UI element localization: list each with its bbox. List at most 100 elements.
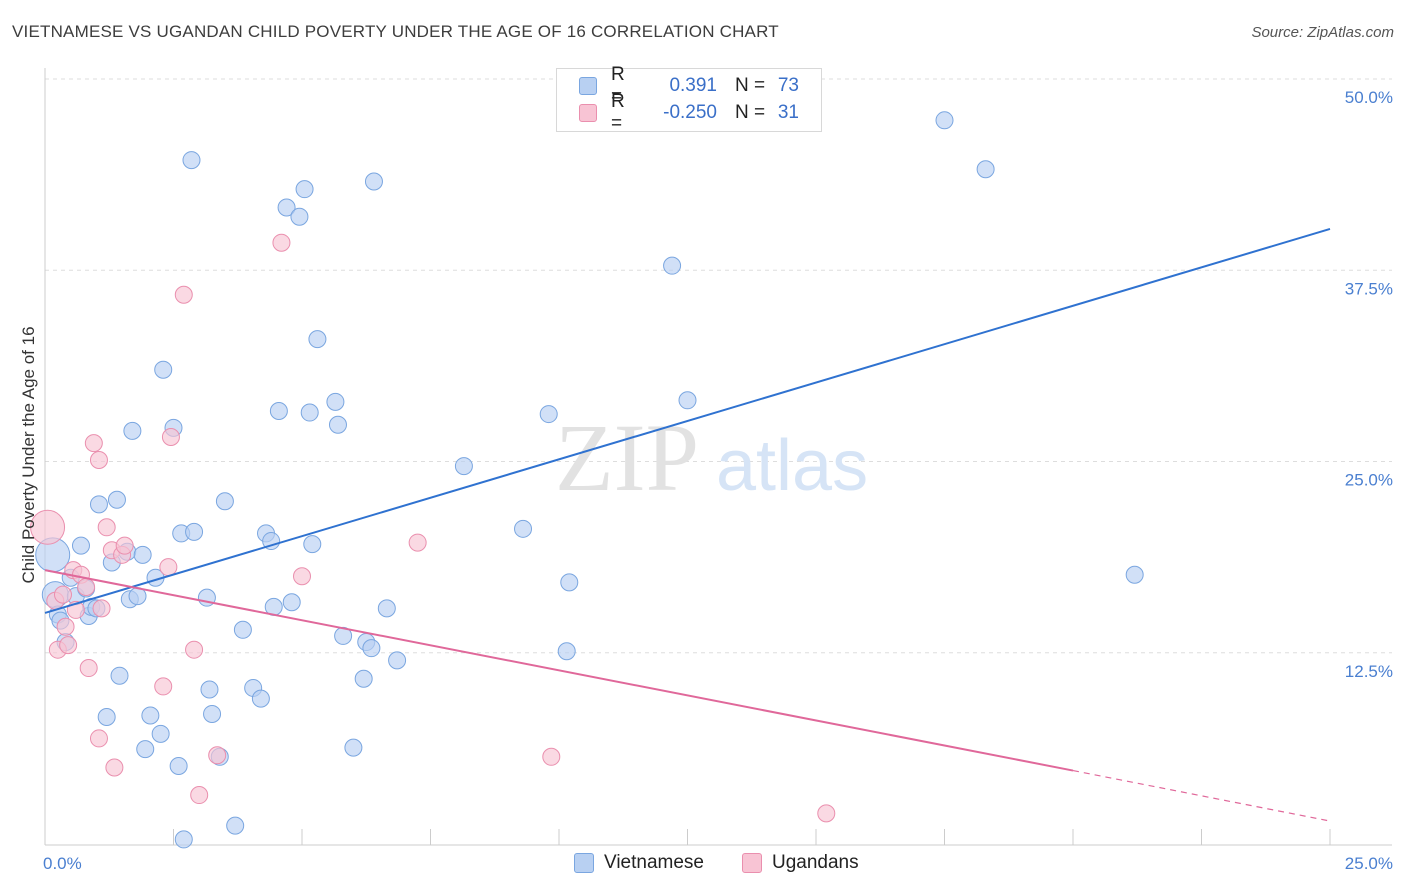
legend-n-label: N = bbox=[735, 102, 766, 123]
point-ugandans bbox=[190, 786, 209, 805]
legend-n-value: 31 bbox=[777, 102, 799, 123]
point-vietnamese bbox=[110, 666, 129, 685]
legend-row-vietnamese: R = 0.391 N = 73 bbox=[579, 64, 799, 107]
point-vietnamese bbox=[251, 689, 270, 708]
y-axis-label: Child Poverty Under the Age of 16 bbox=[19, 326, 38, 583]
legend-r-label: R = bbox=[611, 64, 625, 107]
point-vietnamese bbox=[663, 256, 682, 275]
trend-lines bbox=[44, 227, 1331, 822]
point-ugandans bbox=[79, 659, 98, 678]
legend-row-ugandans: R = -0.250 N = 31 bbox=[579, 91, 799, 134]
point-vietnamese bbox=[169, 756, 188, 775]
point-ugandans bbox=[89, 450, 108, 469]
trend-line-ugandans bbox=[44, 569, 1074, 772]
point-ugandans bbox=[59, 636, 78, 655]
legend-n-label: N = bbox=[735, 75, 766, 96]
point-vietnamese bbox=[71, 536, 90, 555]
point-vietnamese bbox=[557, 642, 576, 661]
point-vietnamese bbox=[107, 490, 126, 509]
legend-r-value: 0.391 bbox=[669, 75, 717, 96]
x-tick-label: 25.0% bbox=[1345, 854, 1393, 873]
point-ugandans bbox=[159, 558, 178, 577]
point-ugandans bbox=[542, 747, 561, 766]
point-vietnamese bbox=[935, 111, 954, 130]
y-tick-label: 37.5% bbox=[1345, 279, 1393, 298]
point-vietnamese bbox=[174, 830, 193, 849]
axes bbox=[44, 68, 1392, 846]
watermark: ZIP atlas bbox=[555, 404, 868, 511]
legend-swatch-pink bbox=[579, 104, 597, 122]
point-ugandans bbox=[174, 285, 193, 304]
bottom-legend-label-ugandans: Ugandans bbox=[772, 852, 859, 873]
bottom-legend-swatch-blue bbox=[574, 853, 594, 873]
point-ugandans bbox=[154, 677, 173, 696]
point-ugandans bbox=[84, 434, 103, 453]
point-vietnamese bbox=[269, 402, 288, 421]
point-ugandans bbox=[53, 585, 72, 604]
point-vietnamese bbox=[364, 172, 383, 191]
point-vietnamese bbox=[539, 405, 558, 424]
point-ugandans bbox=[115, 536, 134, 555]
watermark-atlas: atlas bbox=[716, 426, 868, 506]
point-vietnamese bbox=[295, 180, 314, 199]
point-vietnamese bbox=[282, 593, 301, 612]
point-ugandans bbox=[817, 804, 836, 823]
point-ugandans bbox=[97, 518, 116, 537]
point-ugandans bbox=[105, 758, 124, 777]
point-vietnamese bbox=[97, 708, 116, 727]
point-vietnamese bbox=[226, 816, 245, 835]
point-ugandans bbox=[77, 577, 96, 596]
point-vietnamese bbox=[185, 522, 204, 541]
point-vietnamese bbox=[308, 330, 327, 349]
point-vietnamese bbox=[454, 457, 473, 476]
tick-labels: 12.5% 25.0% 37.5% 50.0% 0.0% 25.0% bbox=[43, 88, 1393, 873]
y-tick-label: 25.0% bbox=[1345, 471, 1393, 490]
point-vietnamese bbox=[354, 669, 373, 688]
watermark-zip: ZIP bbox=[555, 404, 699, 511]
legend-r-value: -0.250 bbox=[663, 102, 717, 123]
point-vietnamese bbox=[89, 495, 108, 514]
legend-r-label: R = bbox=[611, 91, 625, 134]
point-vietnamese bbox=[200, 680, 219, 699]
point-vietnamese bbox=[388, 651, 407, 670]
point-vietnamese bbox=[326, 392, 345, 411]
source-label: Source: ZipAtlas.com bbox=[1251, 24, 1394, 41]
point-vietnamese bbox=[514, 519, 533, 538]
bottom-legend-ugandans: Ugandans bbox=[742, 852, 859, 874]
point-vietnamese bbox=[151, 724, 170, 743]
point-vietnamese bbox=[233, 620, 252, 639]
y-tick-label: 12.5% bbox=[1345, 662, 1393, 681]
point-vietnamese bbox=[290, 207, 309, 226]
point-vietnamese bbox=[300, 403, 319, 422]
point-vietnamese bbox=[277, 198, 296, 217]
point-vietnamese bbox=[182, 151, 201, 170]
bottom-legend-label-vietnamese: Vietnamese bbox=[604, 852, 704, 873]
series-ugandans-points bbox=[30, 233, 836, 823]
bottom-legend-vietnamese: Vietnamese bbox=[574, 852, 704, 874]
legend-n-value: 73 bbox=[777, 75, 799, 96]
point-vietnamese bbox=[377, 599, 396, 618]
chart-title: VIETNAMESE VS UGANDAN CHILD POVERTY UNDE… bbox=[12, 22, 779, 41]
gridlines bbox=[45, 78, 1392, 654]
trend-line-vietnamese bbox=[44, 227, 1331, 614]
legend-swatch-blue bbox=[579, 77, 597, 95]
point-vietnamese bbox=[133, 545, 152, 564]
trend-line-ugandans-extension bbox=[1072, 769, 1331, 822]
point-ugandans bbox=[408, 533, 427, 552]
point-vietnamese bbox=[203, 704, 222, 723]
point-vietnamese bbox=[560, 573, 579, 592]
point-vietnamese bbox=[136, 740, 155, 759]
point-vietnamese bbox=[141, 706, 160, 725]
point-ugandans bbox=[30, 509, 66, 545]
legend: R = 0.391 N = 73 R = -0.250 N = 31 bbox=[556, 64, 822, 134]
point-vietnamese bbox=[154, 360, 173, 379]
point-ugandans bbox=[185, 640, 204, 659]
point-vietnamese bbox=[344, 738, 363, 757]
point-vietnamese bbox=[262, 532, 281, 551]
point-vietnamese bbox=[328, 415, 347, 434]
point-ugandans bbox=[92, 599, 111, 618]
point-vietnamese bbox=[678, 391, 697, 410]
point-ugandans bbox=[161, 428, 180, 447]
point-ugandans bbox=[272, 233, 291, 252]
